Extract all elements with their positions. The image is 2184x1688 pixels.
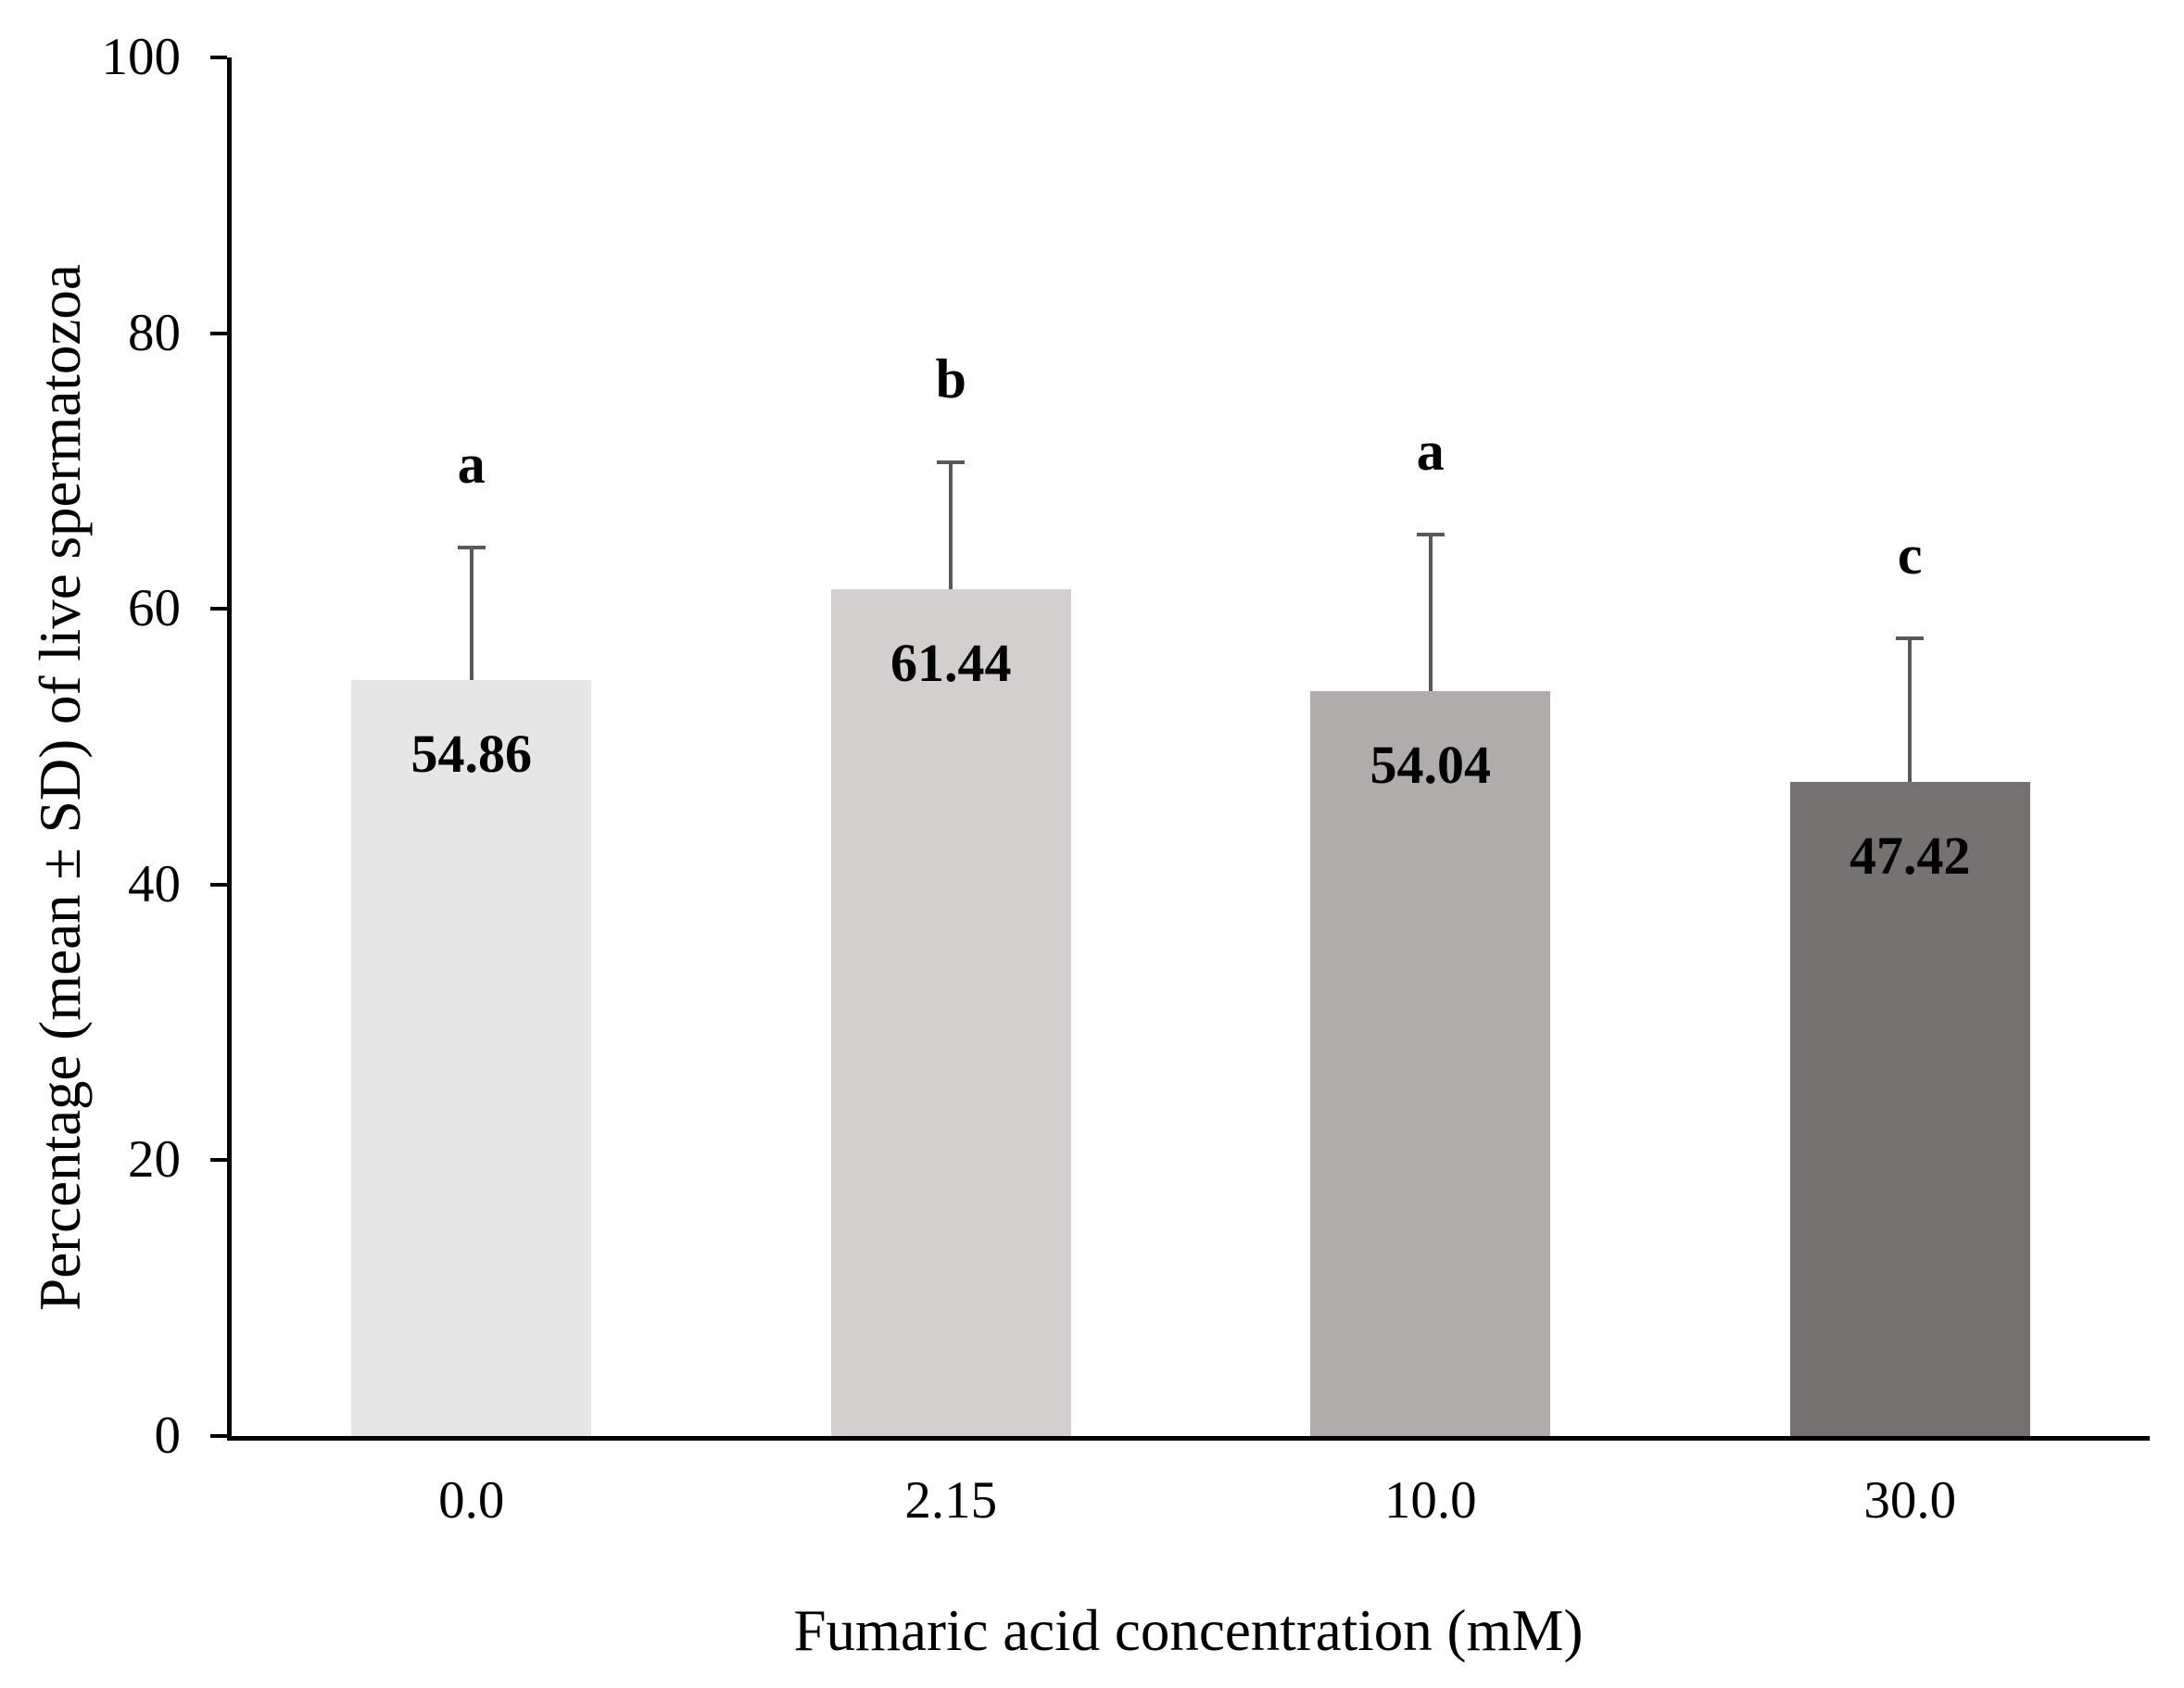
- x-tick-label: 10.0: [1383, 1471, 1477, 1530]
- x-tick-label: 2.15: [904, 1471, 998, 1530]
- x-axis-title: Fumaric acid concentration (mM): [793, 1598, 1584, 1663]
- y-tick-label: 100: [101, 28, 182, 86]
- bar-value-label: 54.86: [410, 723, 533, 784]
- y-tick: [210, 331, 227, 335]
- plot-area: 0 20 40 60 80 100 54.86 a 0.0 61.44 b 2.15 54.04 a 10.…: [102, 28, 2150, 1530]
- error-bar: [469, 546, 473, 680]
- bar-value-label: 54.04: [1370, 734, 1492, 795]
- error-bar-cap-icon: [457, 546, 486, 550]
- bar: [1789, 782, 2030, 1436]
- error-bar-cap-icon: [1416, 532, 1445, 536]
- error-bar-cap-icon: [937, 460, 966, 465]
- significance-letter: c: [1897, 523, 1923, 586]
- y-tick-label: 60: [128, 579, 181, 638]
- significance-letter: a: [1416, 420, 1445, 482]
- y-tick: [210, 56, 227, 59]
- significance-letter: b: [935, 348, 966, 410]
- error-bar-cap-icon: [1896, 636, 1925, 640]
- y-tick-label: 0: [154, 1406, 182, 1465]
- y-tick: [210, 607, 227, 611]
- error-bar: [949, 460, 953, 589]
- significance-letter: a: [457, 434, 486, 496]
- y-tick: [210, 1158, 227, 1163]
- y-tick-label: 20: [128, 1130, 181, 1190]
- bar-value-label: 47.42: [1849, 825, 1971, 887]
- error-bar: [1428, 532, 1433, 691]
- bar: [830, 588, 1071, 1436]
- error-bar: [1908, 636, 1913, 783]
- y-tick: [210, 882, 227, 887]
- x-tick-label: 30.0: [1863, 1471, 1957, 1530]
- bar: [1310, 690, 1551, 1436]
- x-tick-label: 0.0: [438, 1471, 505, 1530]
- y-tick: [210, 1434, 227, 1438]
- bar-value-label: 61.44: [890, 632, 1012, 693]
- y-tick-label: 80: [128, 303, 181, 362]
- y-tick-label: 40: [128, 854, 181, 913]
- bar: [351, 679, 592, 1436]
